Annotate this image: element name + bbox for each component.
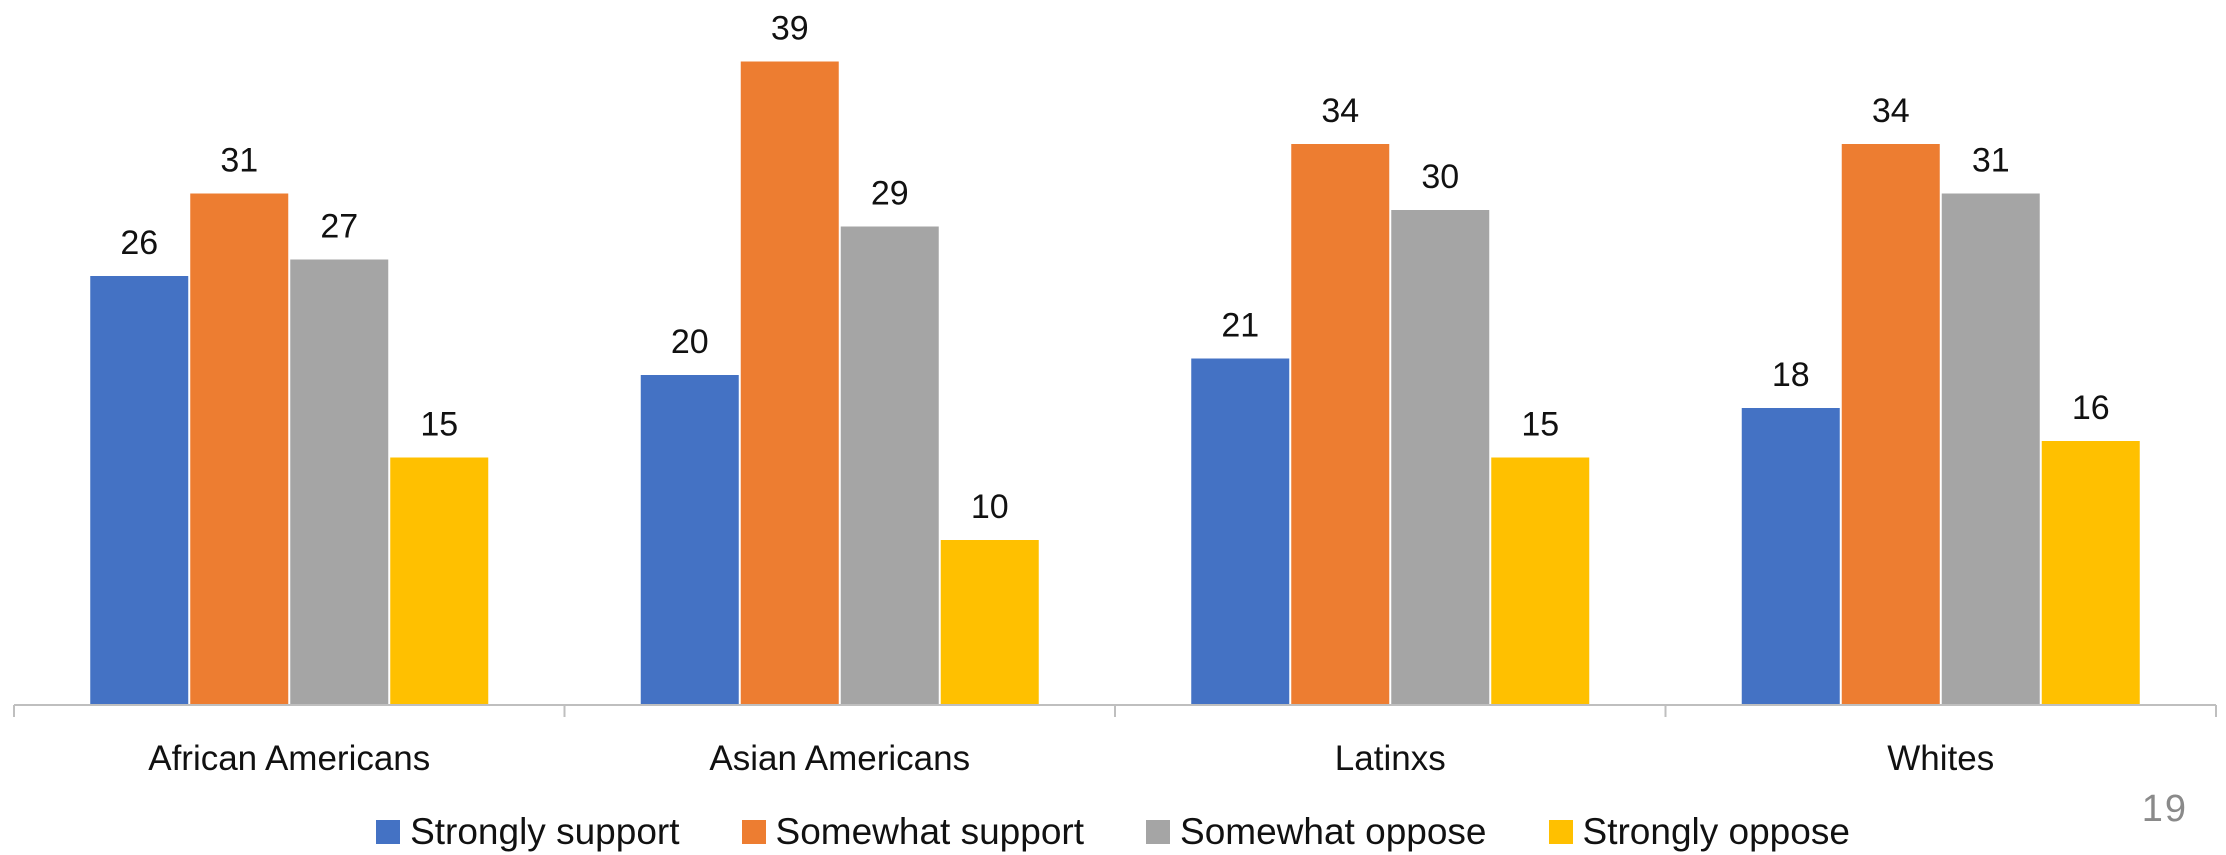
legend-swatch bbox=[1146, 819, 1171, 844]
category-label: Asian Americans bbox=[709, 739, 970, 778]
data-label: 34 bbox=[1872, 92, 1910, 130]
data-label: 26 bbox=[120, 224, 158, 262]
bars-layer bbox=[90, 61, 2140, 705]
data-label: 27 bbox=[320, 208, 358, 246]
data-label: 21 bbox=[1221, 307, 1259, 345]
legend-item: Strongly oppose bbox=[1548, 810, 1850, 853]
bar-chart: 26 31 27 15 20 39 29 10 21 34 30 15 18 34 31 16 African… bbox=[13, 10, 2217, 778]
data-label: 20 bbox=[671, 323, 709, 361]
legend-label: Strongly oppose bbox=[1582, 810, 1850, 852]
category-label: African Americans bbox=[148, 739, 430, 778]
legend-item: Somewhat oppose bbox=[1146, 810, 1487, 853]
bar bbox=[1291, 144, 1390, 705]
legend: Strongly support Somewhat support Somewhat… bbox=[0, 808, 2226, 855]
bar bbox=[90, 276, 189, 705]
data-label: 30 bbox=[1421, 158, 1459, 196]
legend-item: Somewhat support bbox=[741, 810, 1085, 853]
legend-label: Somewhat support bbox=[775, 810, 1085, 852]
data-label: 31 bbox=[1972, 142, 2010, 180]
bar bbox=[290, 259, 389, 705]
data-label: 29 bbox=[871, 175, 909, 213]
data-label: 34 bbox=[1321, 92, 1359, 130]
bar bbox=[840, 226, 939, 705]
bar bbox=[390, 457, 489, 705]
category-label: Latinxs bbox=[1335, 739, 1446, 778]
legend-label: Strongly support bbox=[410, 810, 680, 852]
bar bbox=[2041, 441, 2140, 705]
data-label: 18 bbox=[1772, 356, 1810, 394]
bar bbox=[1741, 408, 1840, 705]
legend-swatch bbox=[1548, 819, 1573, 844]
legend-item: Strongly support bbox=[376, 810, 680, 853]
data-labels-layer: 26 31 27 15 20 39 29 10 21 34 30 15 18 34 31 16 bbox=[120, 10, 2109, 527]
legend-swatch bbox=[741, 819, 766, 844]
x-axis-ticks bbox=[13, 705, 2217, 717]
bar bbox=[940, 540, 1039, 705]
data-label: 16 bbox=[2072, 389, 2110, 427]
bar bbox=[1841, 144, 1940, 705]
bar bbox=[1491, 457, 1590, 705]
category-labels: African Americans Asian Americans Latinxs W… bbox=[148, 739, 1994, 778]
bar bbox=[1391, 210, 1490, 705]
bar bbox=[640, 375, 739, 705]
data-label: 15 bbox=[420, 406, 458, 444]
bar bbox=[190, 193, 289, 705]
bar bbox=[1941, 193, 2040, 705]
data-label: 39 bbox=[771, 10, 809, 48]
category-label: Whites bbox=[1887, 739, 1994, 778]
data-label: 15 bbox=[1521, 406, 1559, 444]
legend-swatch bbox=[376, 819, 401, 844]
data-label: 10 bbox=[971, 488, 1009, 526]
page-number: 19 bbox=[2141, 788, 2188, 830]
legend-label: Somewhat oppose bbox=[1180, 810, 1487, 852]
bar bbox=[740, 61, 839, 705]
data-label: 31 bbox=[220, 142, 258, 180]
bar bbox=[1191, 358, 1290, 705]
